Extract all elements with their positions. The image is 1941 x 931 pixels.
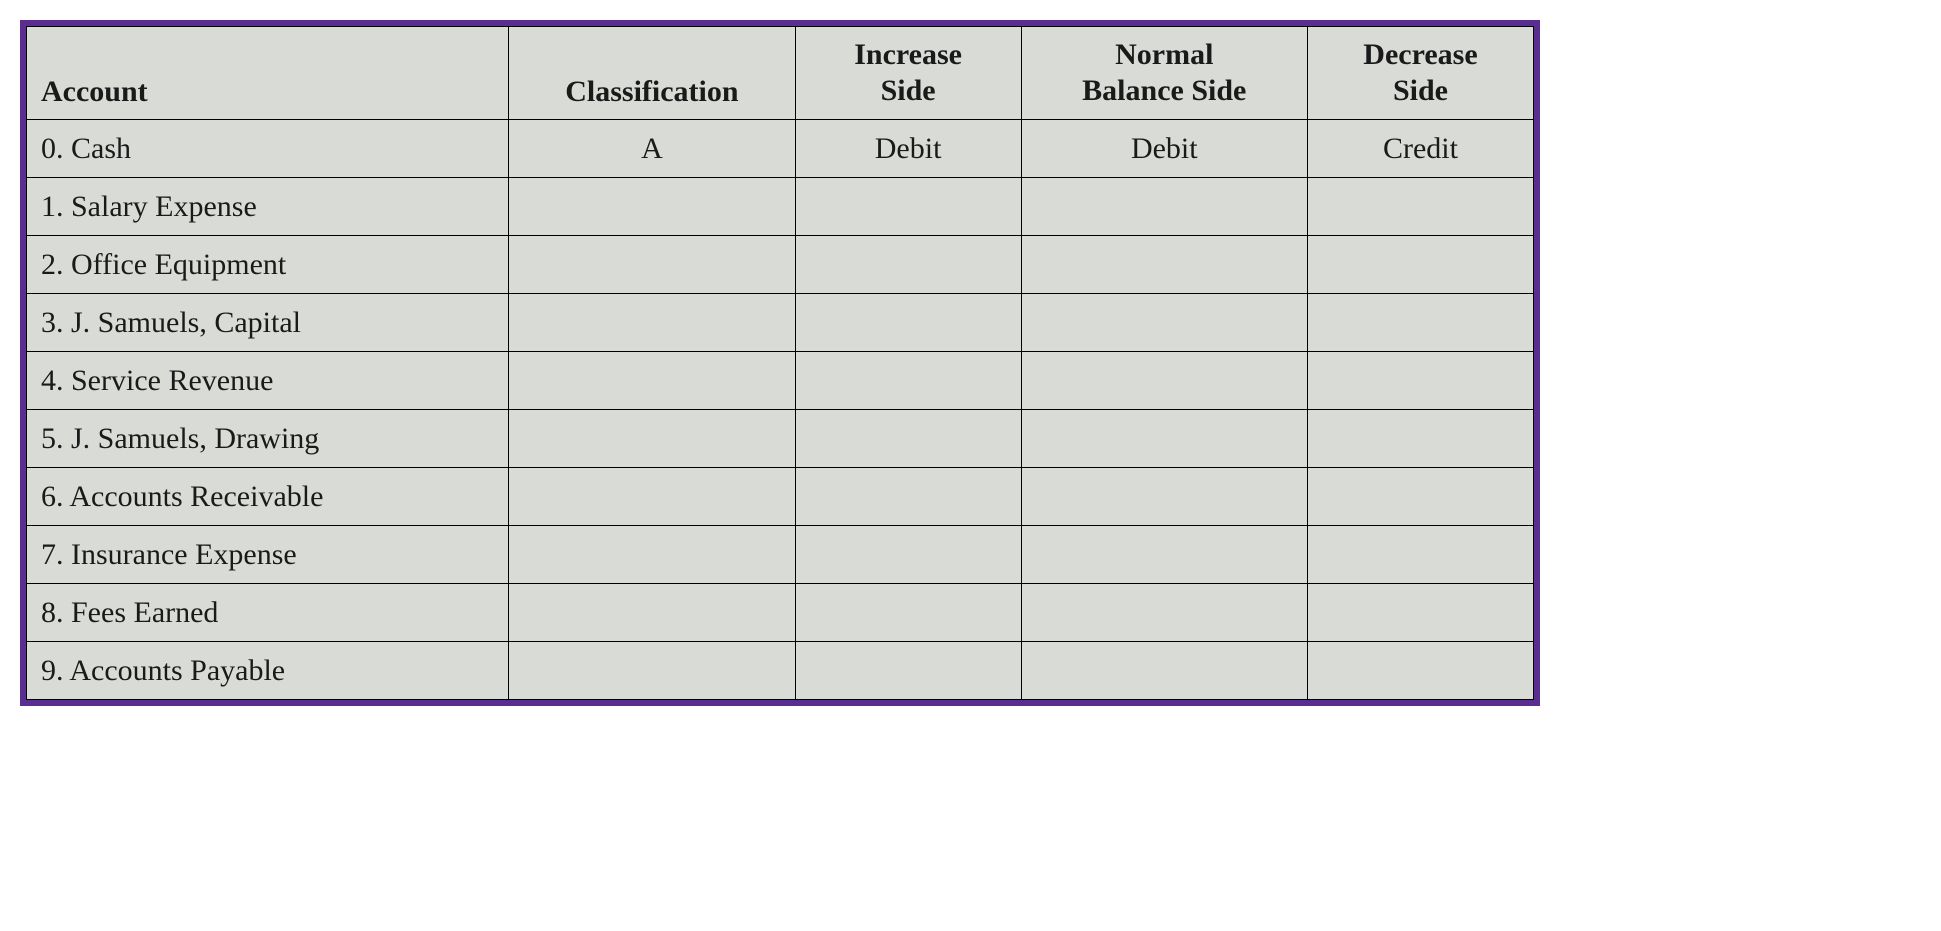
- header-normal-balance: Normal Balance Side: [1021, 27, 1307, 120]
- cell-classification: [509, 468, 795, 526]
- cell-decrease: [1307, 642, 1533, 700]
- cell-increase: [795, 178, 1021, 236]
- cell-classification: [509, 584, 795, 642]
- header-balance-line1: Normal: [1115, 38, 1213, 71]
- cell-classification: [509, 410, 795, 468]
- cell-classification: [509, 526, 795, 584]
- cell-decrease: [1307, 294, 1533, 352]
- cell-balance: [1021, 468, 1307, 526]
- cell-increase: [795, 642, 1021, 700]
- cell-increase: [795, 584, 1021, 642]
- accounting-table: Account Classification Increase Side Nor…: [26, 26, 1534, 700]
- table-row: 4. Service Revenue: [27, 352, 1534, 410]
- table-row: 0. Cash A Debit Debit Credit: [27, 120, 1534, 178]
- cell-decrease: [1307, 410, 1533, 468]
- cell-classification: [509, 236, 795, 294]
- cell-balance: [1021, 236, 1307, 294]
- cell-decrease: Credit: [1307, 120, 1533, 178]
- header-decrease-side: Decrease Side: [1307, 27, 1533, 120]
- cell-decrease: [1307, 468, 1533, 526]
- cell-account: 0. Cash: [27, 120, 509, 178]
- header-increase-line2: Side: [881, 74, 936, 107]
- table-body: 0. Cash A Debit Debit Credit 1. Salary E…: [27, 120, 1534, 700]
- table-header: Account Classification Increase Side Nor…: [27, 27, 1534, 120]
- cell-increase: [795, 526, 1021, 584]
- cell-classification: [509, 352, 795, 410]
- header-classification: Classification: [509, 27, 795, 120]
- cell-classification: [509, 642, 795, 700]
- cell-account: 2. Office Equipment: [27, 236, 509, 294]
- cell-account: 4. Service Revenue: [27, 352, 509, 410]
- cell-balance: [1021, 642, 1307, 700]
- cell-balance: [1021, 294, 1307, 352]
- header-increase-side: Increase Side: [795, 27, 1021, 120]
- header-row: Account Classification Increase Side Nor…: [27, 27, 1534, 120]
- table-row: 7. Insurance Expense: [27, 526, 1534, 584]
- cell-balance: [1021, 352, 1307, 410]
- cell-account: 9. Accounts Payable: [27, 642, 509, 700]
- cell-balance: Debit: [1021, 120, 1307, 178]
- cell-decrease: [1307, 526, 1533, 584]
- header-increase-line1: Increase: [854, 38, 962, 71]
- cell-increase: [795, 410, 1021, 468]
- table-row: 8. Fees Earned: [27, 584, 1534, 642]
- table-row: 6. Accounts Receivable: [27, 468, 1534, 526]
- cell-balance: [1021, 410, 1307, 468]
- cell-increase: [795, 236, 1021, 294]
- accounting-table-container: Account Classification Increase Side Nor…: [20, 20, 1540, 706]
- table-row: 1. Salary Expense: [27, 178, 1534, 236]
- cell-classification: A: [509, 120, 795, 178]
- cell-account: 1. Salary Expense: [27, 178, 509, 236]
- cell-classification: [509, 178, 795, 236]
- cell-balance: [1021, 178, 1307, 236]
- cell-increase: Debit: [795, 120, 1021, 178]
- header-decrease-line1: Decrease: [1363, 38, 1477, 71]
- cell-classification: [509, 294, 795, 352]
- header-account: Account: [27, 27, 509, 120]
- header-balance-line2: Balance Side: [1082, 74, 1246, 107]
- cell-account: 7. Insurance Expense: [27, 526, 509, 584]
- cell-balance: [1021, 584, 1307, 642]
- cell-account: 6. Accounts Receivable: [27, 468, 509, 526]
- table-row: 3. J. Samuels, Capital: [27, 294, 1534, 352]
- cell-decrease: [1307, 584, 1533, 642]
- cell-balance: [1021, 526, 1307, 584]
- header-decrease-line2: Side: [1393, 74, 1448, 107]
- table-row: 5. J. Samuels, Drawing: [27, 410, 1534, 468]
- cell-decrease: [1307, 178, 1533, 236]
- cell-account: 8. Fees Earned: [27, 584, 509, 642]
- table-row: 9. Accounts Payable: [27, 642, 1534, 700]
- cell-increase: [795, 352, 1021, 410]
- cell-account: 5. J. Samuels, Drawing: [27, 410, 509, 468]
- table-row: 2. Office Equipment: [27, 236, 1534, 294]
- cell-decrease: [1307, 352, 1533, 410]
- cell-increase: [795, 294, 1021, 352]
- cell-decrease: [1307, 236, 1533, 294]
- cell-account: 3. J. Samuels, Capital: [27, 294, 509, 352]
- cell-increase: [795, 468, 1021, 526]
